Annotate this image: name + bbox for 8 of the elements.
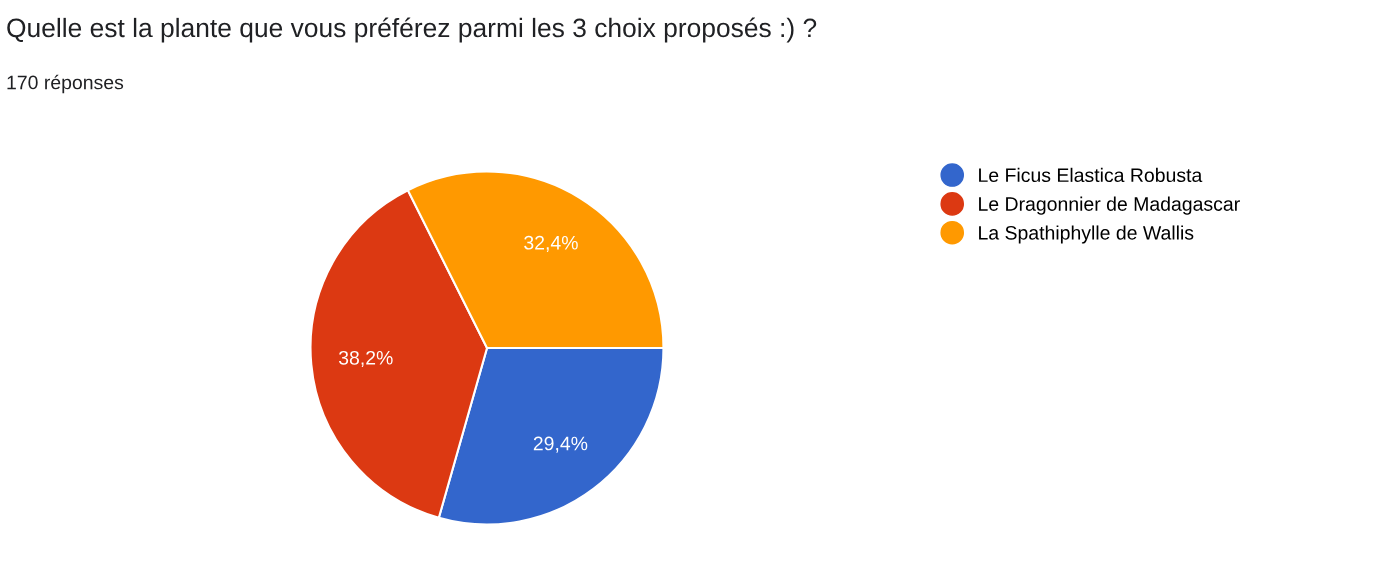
text: 170 réponses xyxy=(7,74,124,94)
legend-label: Le Ficus Elastica Robusta xyxy=(979,167,1203,183)
data-label: 32,4% xyxy=(524,235,578,252)
legend-label: La Spathiphylle de Wallis xyxy=(979,225,1194,244)
data-label: 29,4% xyxy=(533,436,588,453)
legend-label: Le Dragonnier de Madagascar xyxy=(979,196,1240,215)
data-label: 38,2% xyxy=(338,350,393,367)
chart-title: Quelle est la plante que vous préférez parmi les 3 choix proposés :) ? xyxy=(7,17,817,43)
